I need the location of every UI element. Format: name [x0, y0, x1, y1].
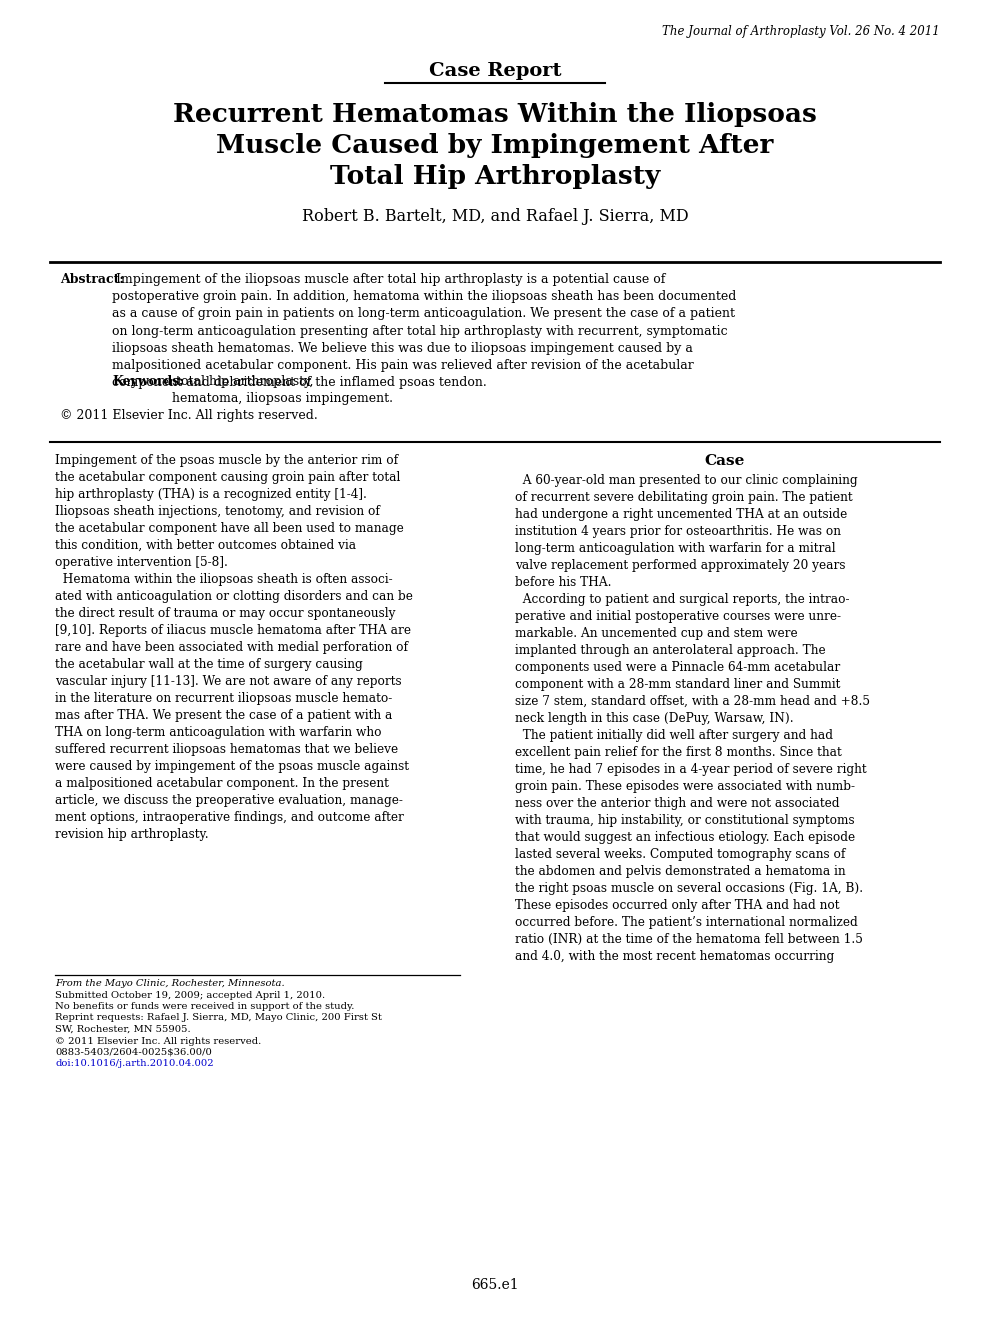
Text: Recurrent Hematomas Within the Iliopsoas
Muscle Caused by Impingement After
Tota: Recurrent Hematomas Within the Iliopsoas… [173, 102, 817, 189]
Text: From the Mayo Clinic, Rochester, Minnesota.: From the Mayo Clinic, Rochester, Minneso… [55, 979, 285, 987]
Text: doi:10.1016/j.arth.2010.04.002: doi:10.1016/j.arth.2010.04.002 [55, 1060, 214, 1068]
Text: The Journal of Arthroplasty Vol. 26 No. 4 2011: The Journal of Arthroplasty Vol. 26 No. … [662, 25, 940, 38]
Text: Case Report: Case Report [429, 62, 561, 81]
Text: Keywords:: Keywords: [112, 375, 184, 388]
Text: Abstract:: Abstract: [60, 273, 124, 286]
Text: © 2011 Elsevier Inc. All rights reserved.: © 2011 Elsevier Inc. All rights reserved… [55, 1036, 261, 1045]
Text: 0883-5403/2604-0025$36.00/0: 0883-5403/2604-0025$36.00/0 [55, 1048, 212, 1057]
Text: Impingement of the psoas muscle by the anterior rim of
the acetabular component : Impingement of the psoas muscle by the a… [55, 454, 413, 841]
Text: SW, Rochester, MN 55905.: SW, Rochester, MN 55905. [55, 1026, 191, 1034]
Text: Impingement of the iliopsoas muscle after total hip arthroplasty is a potential : Impingement of the iliopsoas muscle afte… [112, 273, 737, 389]
Text: Case: Case [705, 454, 745, 469]
Text: A 60-year-old man presented to our clinic complaining
of recurrent severe debili: A 60-year-old man presented to our clini… [515, 474, 870, 964]
Text: total hip arthroplasty,
hematoma, iliopsoas impingement.: total hip arthroplasty, hematoma, iliops… [172, 375, 393, 405]
Text: No benefits or funds were received in support of the study.: No benefits or funds were received in su… [55, 1002, 354, 1011]
Text: Submitted October 19, 2009; accepted April 1, 2010.: Submitted October 19, 2009; accepted Apr… [55, 990, 325, 999]
Text: 665.e1: 665.e1 [471, 1278, 519, 1292]
Text: © 2011 Elsevier Inc. All rights reserved.: © 2011 Elsevier Inc. All rights reserved… [60, 409, 318, 422]
Text: Reprint requests: Rafael J. Sierra, MD, Mayo Clinic, 200 First St: Reprint requests: Rafael J. Sierra, MD, … [55, 1014, 382, 1023]
Text: Robert B. Bartelt, MD, and Rafael J. Sierra, MD: Robert B. Bartelt, MD, and Rafael J. Sie… [302, 209, 688, 224]
